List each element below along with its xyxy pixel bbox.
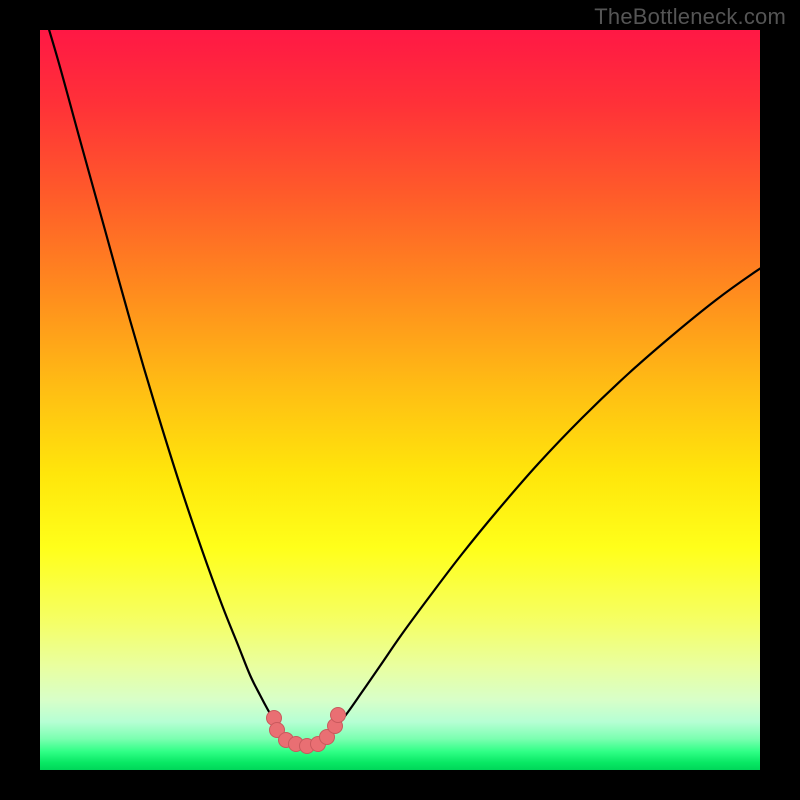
plot-area (40, 0, 780, 770)
plot-background (40, 30, 760, 770)
valley-marker (331, 708, 346, 723)
watermark-text: TheBottleneck.com (594, 4, 786, 30)
chart-svg (0, 0, 800, 800)
chart-stage: TheBottleneck.com (0, 0, 800, 800)
